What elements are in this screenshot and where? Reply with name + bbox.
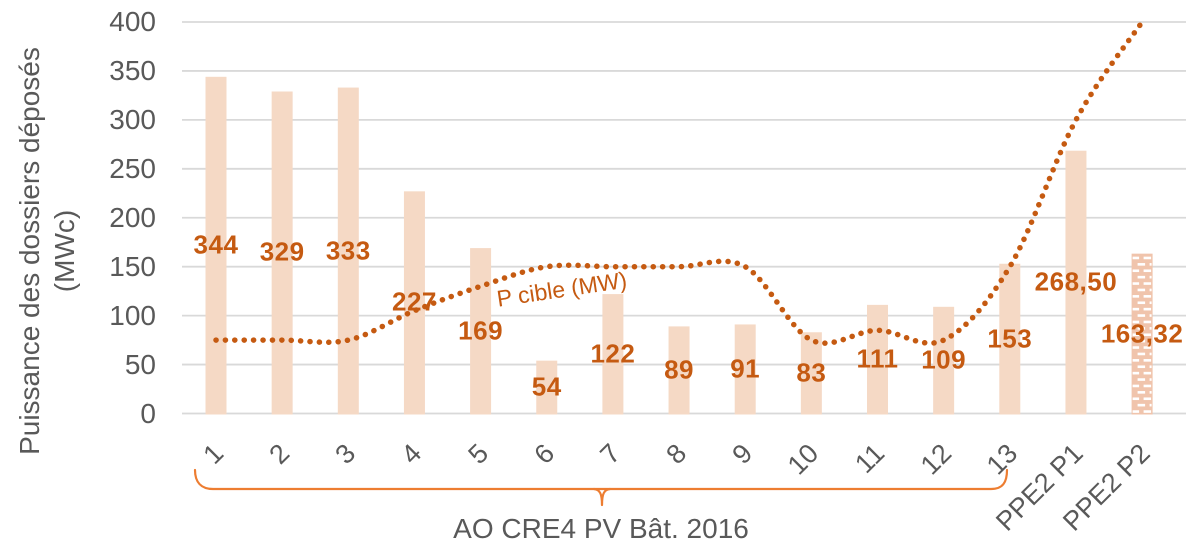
bar-pattern-dash [1137, 378, 1146, 381]
bar-pattern-dash [1143, 346, 1152, 349]
bar-pattern-dash [1143, 269, 1152, 273]
bar [337, 87, 359, 415]
bar-pattern-dash [1132, 256, 1140, 260]
bar-data-label: 111 [856, 343, 899, 374]
bar-pattern-dash [1132, 384, 1140, 388]
bar-pattern-dash [1132, 282, 1140, 285]
bar-pattern-dash [1132, 320, 1140, 324]
y-tick-label: 50 [124, 348, 156, 380]
y-tick-label: 350 [109, 54, 156, 86]
bar-pattern-dash [1137, 275, 1146, 279]
bar-pattern-dash [1143, 359, 1152, 362]
bar-data-label: 344 [193, 229, 239, 260]
y-tick-label: 250 [109, 152, 156, 184]
bar-pattern-dash [1149, 263, 1152, 266]
bar-pattern-dash [1143, 307, 1152, 311]
bar-data-label: 54 [531, 371, 562, 402]
bar-pattern-dash [1137, 403, 1146, 407]
bracket-span [193, 468, 1009, 491]
y-tick-label: 0 [140, 397, 156, 429]
bar [271, 91, 293, 415]
bar-pattern-dash [1143, 371, 1152, 375]
bar-data-label: 109 [921, 344, 967, 375]
bar-pattern-dash [1137, 263, 1146, 266]
bar [800, 332, 822, 415]
bar [668, 326, 690, 415]
bar-pattern-dash [1149, 339, 1152, 343]
bar-data-label: 169 [458, 315, 504, 346]
bar-data-label: 333 [325, 235, 371, 266]
bar-pattern-dash [1143, 397, 1152, 401]
bar-pattern-dash [1132, 346, 1140, 349]
bar-pattern-dash [1143, 295, 1152, 298]
bar [933, 306, 955, 415]
bar-pattern-dash [1132, 371, 1140, 375]
bar-pattern-dash [1137, 352, 1146, 356]
bar-pattern-dash [1132, 269, 1140, 273]
bar-pattern-dash [1137, 301, 1146, 305]
bar-pattern-dash [1137, 391, 1146, 394]
bar-pattern-dash [1132, 410, 1140, 413]
bracket-center-tick [592, 487, 612, 507]
bar-pattern-dash [1143, 384, 1152, 388]
y-tick-label: 300 [109, 103, 156, 135]
category-bracket [193, 468, 1009, 507]
bar-data-label: 122 [590, 338, 636, 369]
bar-pattern-dash [1132, 333, 1140, 337]
bar-data-label: 227 [391, 286, 437, 317]
bar-pattern-dash [1149, 352, 1152, 356]
bar-pattern-dash [1143, 320, 1152, 324]
bar-data-label: 268,50 [1034, 266, 1118, 297]
bar-pattern-dash [1149, 378, 1152, 381]
bar [205, 76, 227, 415]
bar-pattern-dash [1132, 359, 1140, 362]
bar-data-label: 89 [664, 354, 695, 385]
target-line-path [213, 19, 1145, 346]
bar-pattern-dash [1149, 403, 1152, 407]
bar [734, 324, 756, 415]
y-tick-label: 150 [109, 250, 156, 282]
y-tick-label: 100 [109, 299, 156, 331]
bar-pattern-dash [1132, 397, 1140, 401]
bar-pattern-dash [1137, 314, 1146, 317]
bracket-label: AO CRE4 PV Bât. 2016 [453, 513, 749, 544]
bar-pattern-dash [1132, 307, 1140, 311]
bar-pattern-dash [1143, 282, 1152, 285]
bar-pattern-dash [1137, 288, 1146, 292]
bar-pattern-dash [1149, 365, 1152, 369]
bar-data-label: 153 [987, 323, 1033, 354]
bar-pattern-dash [1149, 275, 1152, 279]
bar [470, 248, 492, 415]
bar-data-label: 163,32 [1100, 318, 1184, 349]
y-axis-title-line1: Puissance des dossiers déposés [14, 47, 45, 455]
y-tick-label: 200 [109, 201, 156, 233]
bar-pattern-dash [1143, 333, 1152, 337]
bars-series [205, 76, 1153, 415]
bar-pattern-dash [1149, 314, 1152, 317]
bar [602, 294, 624, 415]
bar-data-label: 329 [259, 236, 305, 267]
bar-pattern-dash [1137, 327, 1146, 330]
bar [536, 360, 558, 415]
bar-pattern-dash [1149, 391, 1152, 394]
bar-data-label: 91 [730, 353, 761, 384]
bar-pattern-dash [1143, 256, 1152, 260]
bar-pattern-dash [1149, 327, 1152, 330]
bar [403, 191, 425, 415]
bar-data-label: 83 [796, 357, 827, 388]
y-tick-label: 400 [109, 6, 156, 37]
bar-pattern-dash [1137, 365, 1146, 369]
bar-pattern-dash [1143, 410, 1152, 413]
target-dotted-line [213, 19, 1145, 346]
bar-pattern-dash [1149, 288, 1152, 292]
bar-pattern-dash [1132, 295, 1140, 298]
bar [999, 263, 1021, 415]
bar [1065, 150, 1087, 415]
bar-pattern-dash [1149, 301, 1152, 305]
bar-pattern-dash [1137, 339, 1146, 343]
